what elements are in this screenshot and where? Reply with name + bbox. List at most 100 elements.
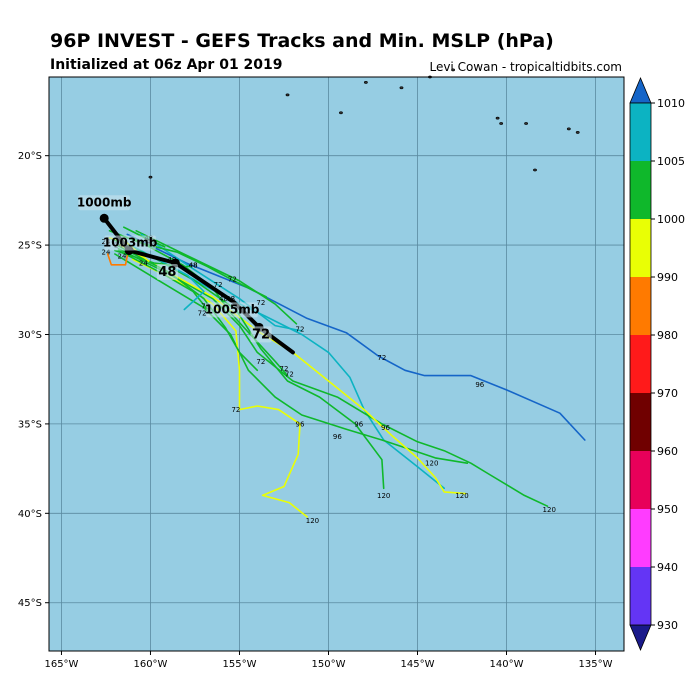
colorbar-label: 1000 [657,213,685,226]
island-marker [575,131,580,134]
lon-tick-label: 140°W [490,659,524,670]
mean-track-label: 1000mb [77,195,132,209]
track-hour-label: 72 [296,326,305,334]
island-marker [524,122,528,125]
track-hour-label: 120 [306,517,319,525]
mean-label-halo [250,326,272,343]
track-hour-label: 24 [118,252,127,260]
colorbar-segment [630,451,651,509]
colorbar-segment [630,161,651,219]
island-marker [339,111,343,115]
island-marker [148,175,153,179]
colorbar-label: 990 [657,271,678,284]
track-hour-label: 120 [543,506,556,514]
mean-track-point [99,213,109,223]
colorbar-segment [630,103,651,161]
track-hour-label: 96 [381,424,390,432]
map-title: 96P INVEST - GEFS Tracks and Min. MSLP (… [50,30,554,52]
mean-label-halo [78,195,130,211]
colorbar-segment [630,393,651,451]
colorbar-label: 960 [657,445,678,458]
colorbar-label: 1005 [657,155,685,168]
track-hour-label: 120 [377,492,390,500]
lon-tick-label: 145°W [401,659,435,670]
track-hour-label: 72 [256,358,265,366]
colorbar-frame [629,102,652,626]
track-hour-label: 72 [377,354,386,362]
ocean-background [49,77,624,651]
track-hour-label: 72 [280,365,289,373]
colorbar-label: 940 [657,561,678,574]
track-hour-label: 96 [296,420,305,428]
mean-track-label: 1005mb [205,302,260,316]
track-hour-label: 48 [219,295,228,303]
colorbar-segment [630,219,651,277]
track-hour-label: 72 [228,276,237,284]
track-hour-label: 72 [214,281,223,289]
lon-tick-label: 155°W [222,659,256,670]
map-subtitle: Initialized at 06z Apr 01 2019 [50,57,283,73]
mean-track-label: 48 [158,265,176,280]
colorbar-low-arrow [629,624,652,652]
colorbar-label: 970 [657,387,678,400]
member-track [117,249,209,311]
lon-tick-label: 150°W [311,659,345,670]
track-hour-label: 72 [198,310,207,318]
island-marker [363,80,368,84]
colorbar-label: 1010 [657,97,685,110]
island-marker [399,86,404,90]
member-track [119,244,467,495]
mean-track-label: 72 [252,327,270,342]
lat-tick-label: 35°S [18,419,42,430]
member-track [135,230,298,325]
lat-tick-label: 45°S [18,598,42,609]
track-hour-label: 120 [425,460,438,468]
member-track [123,240,446,490]
mean-label-halo [206,302,258,318]
track-hour-label: 24 [102,249,111,257]
mean-label-halo [156,263,178,280]
lon-tick-label: 135°W [579,659,613,670]
lat-tick-label: 40°S [18,509,42,520]
colorbar-label: 980 [657,329,678,342]
track-hour-label: 72 [231,406,240,414]
colorbar-segment [630,277,651,335]
map-frame [48,76,625,652]
mean-label-halo [104,235,156,251]
lat-tick-label: 20°S [18,151,42,162]
island-marker [495,116,500,120]
colorbar-label: 950 [657,503,678,516]
member-track [106,253,129,266]
track-hour-label: 72 [256,299,265,307]
colorbar-segment [630,509,651,567]
lon-tick-label: 165°W [44,659,78,670]
track-hour-label: 72 [201,302,210,310]
track-hour-label: 120 [455,492,468,500]
track-hour-label: 48 [189,261,198,269]
track-hour-label: 24 [139,259,148,267]
lon-tick-label: 160°W [133,659,167,670]
member-track [114,253,469,465]
track-hour-label: 96 [475,381,484,389]
lat-tick-label: 30°S [18,330,42,341]
track-hour-label: 48 [189,261,198,269]
island-marker [499,122,504,125]
member-track [140,233,303,332]
island-marker [566,127,571,131]
island-marker [285,93,290,97]
colorbar-high-arrow [629,76,652,104]
lat-tick-label: 25°S [18,241,42,252]
island-marker [533,168,537,172]
mean-track-label: 1003mb [103,235,158,249]
track-hour-label: 72 [285,370,294,378]
member-track [126,233,586,441]
island-marker [451,68,456,72]
track-hour-label: 96 [333,433,342,441]
colorbar-segment [630,335,651,393]
credit-text: Levi Cowan - tropicaltidbits.com [429,60,622,74]
track-hour-label: 48 [167,256,176,264]
track-hour-label: 96 [354,420,363,428]
colorbar-segment [630,567,651,625]
colorbar-label: 930 [657,619,678,632]
